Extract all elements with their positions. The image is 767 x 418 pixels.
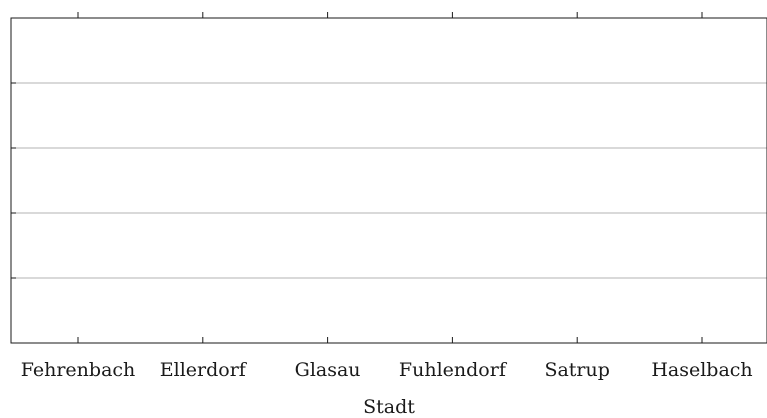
x-tick-label: Fehrenbach [21,359,136,381]
x-axis-ticks [77,12,703,343]
x-axis-title: Stadt [363,396,415,418]
x-tick-label: Ellerdorf [160,359,248,381]
x-tick-label: Satrup [544,359,609,381]
grid-lines [11,82,767,279]
x-tick-label: Fuhlendorf [399,359,508,381]
x-tick-label: Glasau [295,359,361,381]
x-axis-tick-labels: Fehrenbach Ellerdorf Glasau Fuhlendorf Satru… [21,359,753,381]
plot-area-frame [10,17,767,344]
x-tick-label: Haselbach [651,359,752,381]
